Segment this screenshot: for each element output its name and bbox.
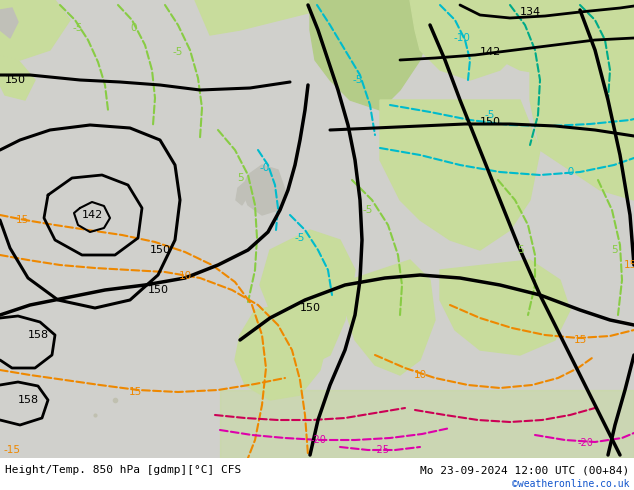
Polygon shape	[0, 458, 634, 490]
Text: 150: 150	[299, 303, 321, 313]
Text: 134: 134	[519, 7, 541, 17]
Text: -5: -5	[73, 23, 83, 33]
Text: Height/Temp. 850 hPa [gdmp][°C] CFS: Height/Temp. 850 hPa [gdmp][°C] CFS	[5, 465, 242, 475]
Polygon shape	[220, 390, 634, 458]
Text: -20: -20	[577, 438, 593, 448]
Text: -5: -5	[295, 233, 305, 243]
Text: -20: -20	[310, 435, 326, 445]
Text: 15: 15	[573, 335, 586, 345]
Polygon shape	[0, 55, 35, 100]
Text: 142: 142	[81, 210, 103, 220]
Text: 150: 150	[148, 285, 169, 295]
Text: 5: 5	[611, 245, 618, 255]
Text: -5: -5	[485, 110, 495, 120]
Text: -5: -5	[353, 75, 363, 85]
Text: 0: 0	[131, 23, 137, 33]
Text: 150: 150	[479, 117, 500, 127]
Text: 142: 142	[479, 47, 501, 57]
Text: 150: 150	[4, 75, 25, 85]
Text: -15: -15	[4, 445, 20, 455]
Polygon shape	[195, 0, 634, 80]
Polygon shape	[235, 300, 330, 400]
Text: -0: -0	[565, 167, 575, 177]
Polygon shape	[0, 0, 70, 60]
Text: 5: 5	[236, 173, 243, 183]
Text: 15: 15	[128, 387, 141, 397]
Polygon shape	[260, 230, 355, 340]
Polygon shape	[308, 275, 348, 360]
Text: -5: -5	[173, 47, 183, 57]
Polygon shape	[510, 0, 634, 200]
Text: ©weatheronline.co.uk: ©weatheronline.co.uk	[512, 479, 629, 489]
Text: 150: 150	[150, 245, 171, 255]
Text: 158: 158	[18, 395, 39, 405]
Text: -25: -25	[374, 445, 390, 455]
Text: -5: -5	[363, 205, 373, 215]
Polygon shape	[242, 165, 285, 215]
Polygon shape	[410, 0, 530, 80]
Text: 15: 15	[15, 215, 29, 225]
Polygon shape	[0, 8, 18, 38]
Text: -10: -10	[453, 33, 470, 43]
Text: 10: 10	[178, 271, 191, 281]
Polygon shape	[310, 0, 430, 110]
Polygon shape	[440, 260, 570, 355]
Polygon shape	[380, 100, 540, 250]
Text: 5: 5	[517, 245, 523, 255]
Text: Mo 23-09-2024 12:00 UTC (00+84): Mo 23-09-2024 12:00 UTC (00+84)	[420, 465, 629, 475]
Text: 15: 15	[623, 260, 634, 270]
Text: -0: -0	[260, 163, 270, 173]
Polygon shape	[345, 260, 435, 375]
Polygon shape	[236, 182, 248, 205]
Text: 10: 10	[413, 370, 427, 380]
Text: 158: 158	[27, 330, 49, 340]
